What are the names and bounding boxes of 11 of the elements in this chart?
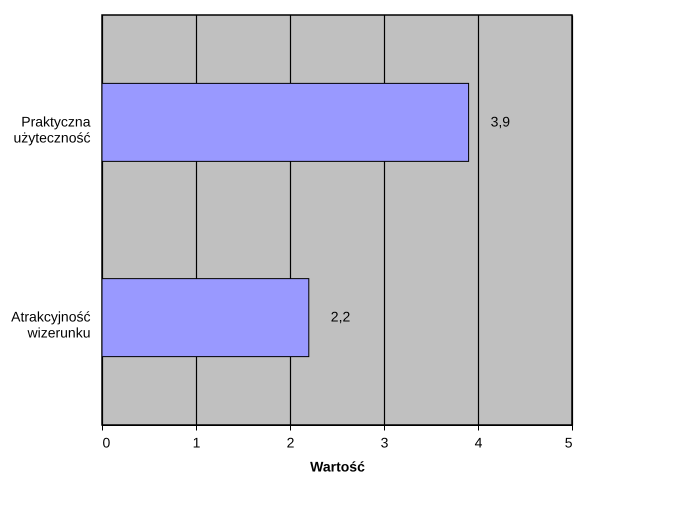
x-tick-label: 4 [474, 434, 483, 450]
x-tick-label: 1 [192, 434, 201, 450]
data-label: 3,9 [490, 113, 510, 130]
y-tick-label: Praktyczna użyteczność [13, 113, 91, 146]
x-tick-label: 0 [102, 434, 110, 450]
x-tick-label: 5 [564, 434, 573, 450]
x-tick-label: 2 [286, 434, 295, 450]
y-tick-label: Atrakcyjność wizerunku [11, 308, 90, 341]
data-label: 2,2 [330, 308, 350, 325]
x-tick-label: 3 [380, 434, 389, 450]
x-axis-title: Wartość [310, 458, 366, 474]
